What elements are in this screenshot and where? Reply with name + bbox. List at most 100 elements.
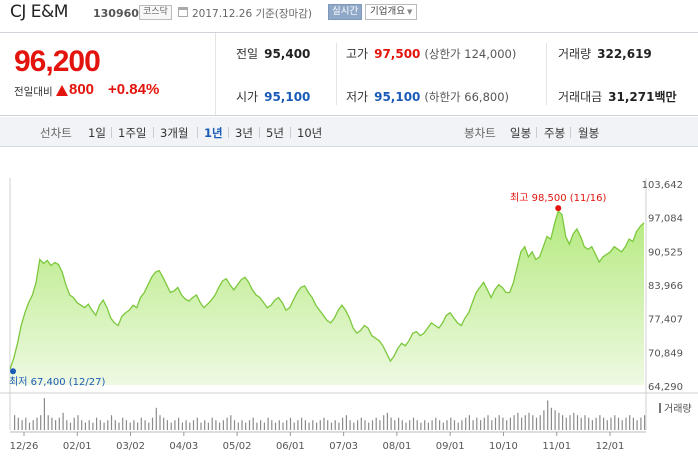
y-tick-label: 70,849 <box>648 348 683 359</box>
volume-bar <box>263 422 265 430</box>
y-tick-label: 103,642 <box>642 180 683 191</box>
volume-bar <box>461 420 463 430</box>
upper-limit: (상한가 124,000) <box>424 47 517 61</box>
volume-bar <box>453 420 456 430</box>
volume-bar <box>215 420 217 430</box>
volume-legend-icon <box>659 403 661 413</box>
volume-bar <box>304 420 306 430</box>
volume-bar <box>528 412 530 430</box>
volume-bar <box>43 398 45 430</box>
volume-bar <box>174 420 176 430</box>
volume-bar <box>517 412 519 430</box>
volume-bar <box>233 420 236 430</box>
volume-bar <box>345 415 347 430</box>
volume-bar <box>353 422 355 430</box>
calendar-icon <box>178 7 188 17</box>
current-price: 96,200 <box>14 45 101 78</box>
x-tick-label: 07/03 <box>329 441 358 452</box>
stat-unit: 백만 <box>654 90 677 104</box>
volume-bar <box>137 422 139 430</box>
period-3m[interactable]: 3개월 <box>160 126 189 140</box>
x-tick-label: 12/26 <box>10 441 39 452</box>
period-10y[interactable]: 10년 <box>297 126 323 140</box>
volume-bar <box>439 420 441 430</box>
stat-low: 저가 95,100 (하한가 66,800) <box>346 88 509 105</box>
company-info-dropdown[interactable]: 기업개요 ▼ <box>365 4 418 20</box>
volume-bar <box>129 422 131 430</box>
volume-bar <box>342 417 344 430</box>
volume-bar <box>446 420 448 430</box>
volume-bar <box>312 420 314 430</box>
volume-bar <box>96 417 98 430</box>
volume-bar <box>427 422 429 430</box>
price-chart[interactable]: 103,642 97,084 90,525 83,966 77,407 70,849 64,… <box>0 148 698 458</box>
volume-bar <box>543 410 545 430</box>
divider <box>228 127 229 138</box>
volume-bar <box>66 420 68 430</box>
volume-bar <box>565 417 567 430</box>
volume-bar <box>51 417 53 430</box>
candle-weekly[interactable]: 주봉 <box>544 126 566 140</box>
y-tick-label: 83,966 <box>648 281 683 292</box>
volume-bar <box>330 422 333 430</box>
divider <box>336 43 337 105</box>
volume-bar <box>32 420 34 430</box>
x-tick-label: 04/03 <box>169 441 198 452</box>
volume-bar <box>189 422 191 430</box>
volume-bar <box>599 415 601 430</box>
stat-value: 31,271 <box>608 90 655 104</box>
volume-bar <box>122 417 124 430</box>
line-chart-label: 선차트 <box>40 126 72 140</box>
stock-header: CJ E&M 130960 코스닥 2017.12.26 기준(장마감) 실시간… <box>0 0 698 26</box>
volume-bar <box>204 420 206 430</box>
volume-bar <box>465 417 467 430</box>
stat-open: 시가 95,100 <box>236 88 310 105</box>
volume-bar <box>532 415 534 430</box>
volume-bar <box>73 417 75 430</box>
volume-bar <box>554 410 556 430</box>
high-annotation: 최고 98,500 (11/16) <box>510 192 606 204</box>
volume-bar <box>260 420 262 430</box>
volume-bar <box>230 415 232 430</box>
stat-value: 95,100 <box>264 90 311 104</box>
period-1y[interactable]: 1년 <box>204 126 223 140</box>
stat-value: 95,400 <box>264 47 311 61</box>
volume-bar <box>297 420 299 430</box>
period-3y[interactable]: 3년 <box>235 126 253 140</box>
volume-bar <box>222 420 224 430</box>
volume-bar <box>245 422 247 430</box>
volume-bar <box>159 415 161 430</box>
volume-bar <box>196 417 198 430</box>
period-1d[interactable]: 1일 <box>88 126 106 140</box>
volume-bar <box>644 415 646 430</box>
period-5y[interactable]: 5년 <box>266 126 284 140</box>
candle-daily[interactable]: 일봉 <box>510 126 532 140</box>
realtime-button[interactable]: 실시간 <box>328 4 363 20</box>
y-tick-label: 77,407 <box>648 315 683 326</box>
volume-bar <box>155 407 157 430</box>
low-annotation: 최저 67,400 (12/27) <box>9 376 105 388</box>
volume-label: 거래량 <box>664 403 692 415</box>
volume-bar <box>140 417 142 430</box>
base-date: 2017.12.26 기준(장마감) <box>192 8 312 20</box>
company-info-label: 기업개요 <box>370 6 405 17</box>
volume-bar <box>252 417 254 430</box>
volume-bar <box>88 420 90 430</box>
volume-bar <box>491 420 493 430</box>
volume-bar <box>416 420 418 430</box>
volume-bar <box>47 415 49 430</box>
volume-bar <box>547 400 549 430</box>
volume-bar <box>40 415 42 430</box>
volume-bar <box>472 420 474 430</box>
stat-label: 고가 <box>346 47 369 61</box>
divider <box>111 127 112 138</box>
volume-bar <box>379 420 381 430</box>
volume-bar <box>103 422 105 430</box>
volume-bar <box>457 422 459 430</box>
candle-monthly[interactable]: 월봉 <box>578 126 600 140</box>
volume-bar <box>349 420 351 430</box>
volume-bar <box>640 417 642 430</box>
period-1w[interactable]: 1주일 <box>118 126 147 140</box>
volume-bar <box>118 422 120 430</box>
current-price-panel: 96,200 전일대비 800 +0.84% <box>0 33 216 115</box>
